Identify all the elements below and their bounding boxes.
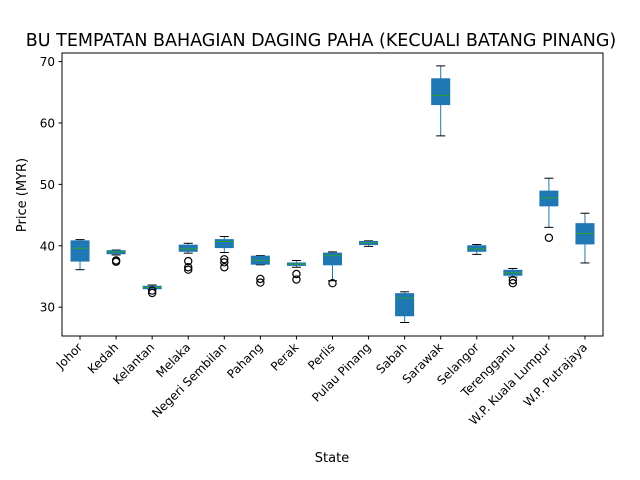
x-axis-label: State xyxy=(315,451,349,466)
box-kelantan xyxy=(142,284,162,298)
box-negeri-sembilan xyxy=(214,236,234,272)
box-w-p-putrajaya xyxy=(575,212,595,264)
outlier-point xyxy=(220,258,229,267)
box-sabah xyxy=(395,291,415,323)
plot-area xyxy=(70,65,595,323)
box-kedah xyxy=(106,249,126,266)
outlier-point xyxy=(220,255,229,264)
box-johor xyxy=(70,239,90,271)
outlier-point xyxy=(544,233,554,242)
box-perlis xyxy=(322,251,343,288)
outlier-point xyxy=(111,256,121,265)
box-terengganu xyxy=(503,267,523,288)
box-sarawak xyxy=(431,65,451,137)
box-melaka xyxy=(178,242,198,274)
box-pulau-pinang xyxy=(359,240,379,247)
y-tick-label: 40 xyxy=(40,239,55,253)
box-iqr xyxy=(539,190,559,207)
outlier-point xyxy=(508,279,518,288)
outlier-point xyxy=(328,279,337,288)
box-iqr xyxy=(70,240,90,262)
box-selangor xyxy=(467,244,487,255)
outlier-point xyxy=(220,263,229,272)
y-tick-label: 60 xyxy=(40,116,55,130)
outlier-point xyxy=(292,275,301,284)
box-iqr xyxy=(214,239,234,249)
y-tick-label: 50 xyxy=(40,178,55,192)
x-tick-label: Perlis xyxy=(305,340,338,373)
box-iqr xyxy=(178,244,198,252)
outlier-point xyxy=(147,286,157,295)
y-axis: 30 40 50 60 70 xyxy=(40,55,62,315)
x-tick-label: Pahang xyxy=(224,340,265,381)
box-w-p-kuala-lumpur xyxy=(539,177,559,242)
y-axis-label: Price (MYR) xyxy=(15,158,30,232)
outlier-point xyxy=(147,288,157,298)
y-tick-label: 30 xyxy=(40,301,55,315)
plot-frame xyxy=(61,52,604,337)
box-iqr xyxy=(395,293,415,317)
outlier-point xyxy=(256,278,265,287)
box-pahang xyxy=(250,255,270,287)
x-tick-label: W.P. Putrajaya xyxy=(521,340,590,409)
outlier-point xyxy=(184,265,193,274)
outlier-point xyxy=(184,263,193,272)
outlier-point xyxy=(292,269,301,279)
box-perak xyxy=(286,259,306,284)
outlier-point xyxy=(508,275,518,285)
y-tick-label: 70 xyxy=(40,55,55,69)
chart-title: BU TEMPATAN BAHAGIAN DAGING PAHA (KECUAL… xyxy=(26,31,616,51)
outlier-point xyxy=(256,274,265,284)
x-tick-label: Johor xyxy=(53,340,85,372)
box-iqr xyxy=(322,252,343,266)
box-iqr xyxy=(431,78,451,106)
outlier-point xyxy=(184,256,193,266)
x-tick-label: Perak xyxy=(268,340,302,374)
